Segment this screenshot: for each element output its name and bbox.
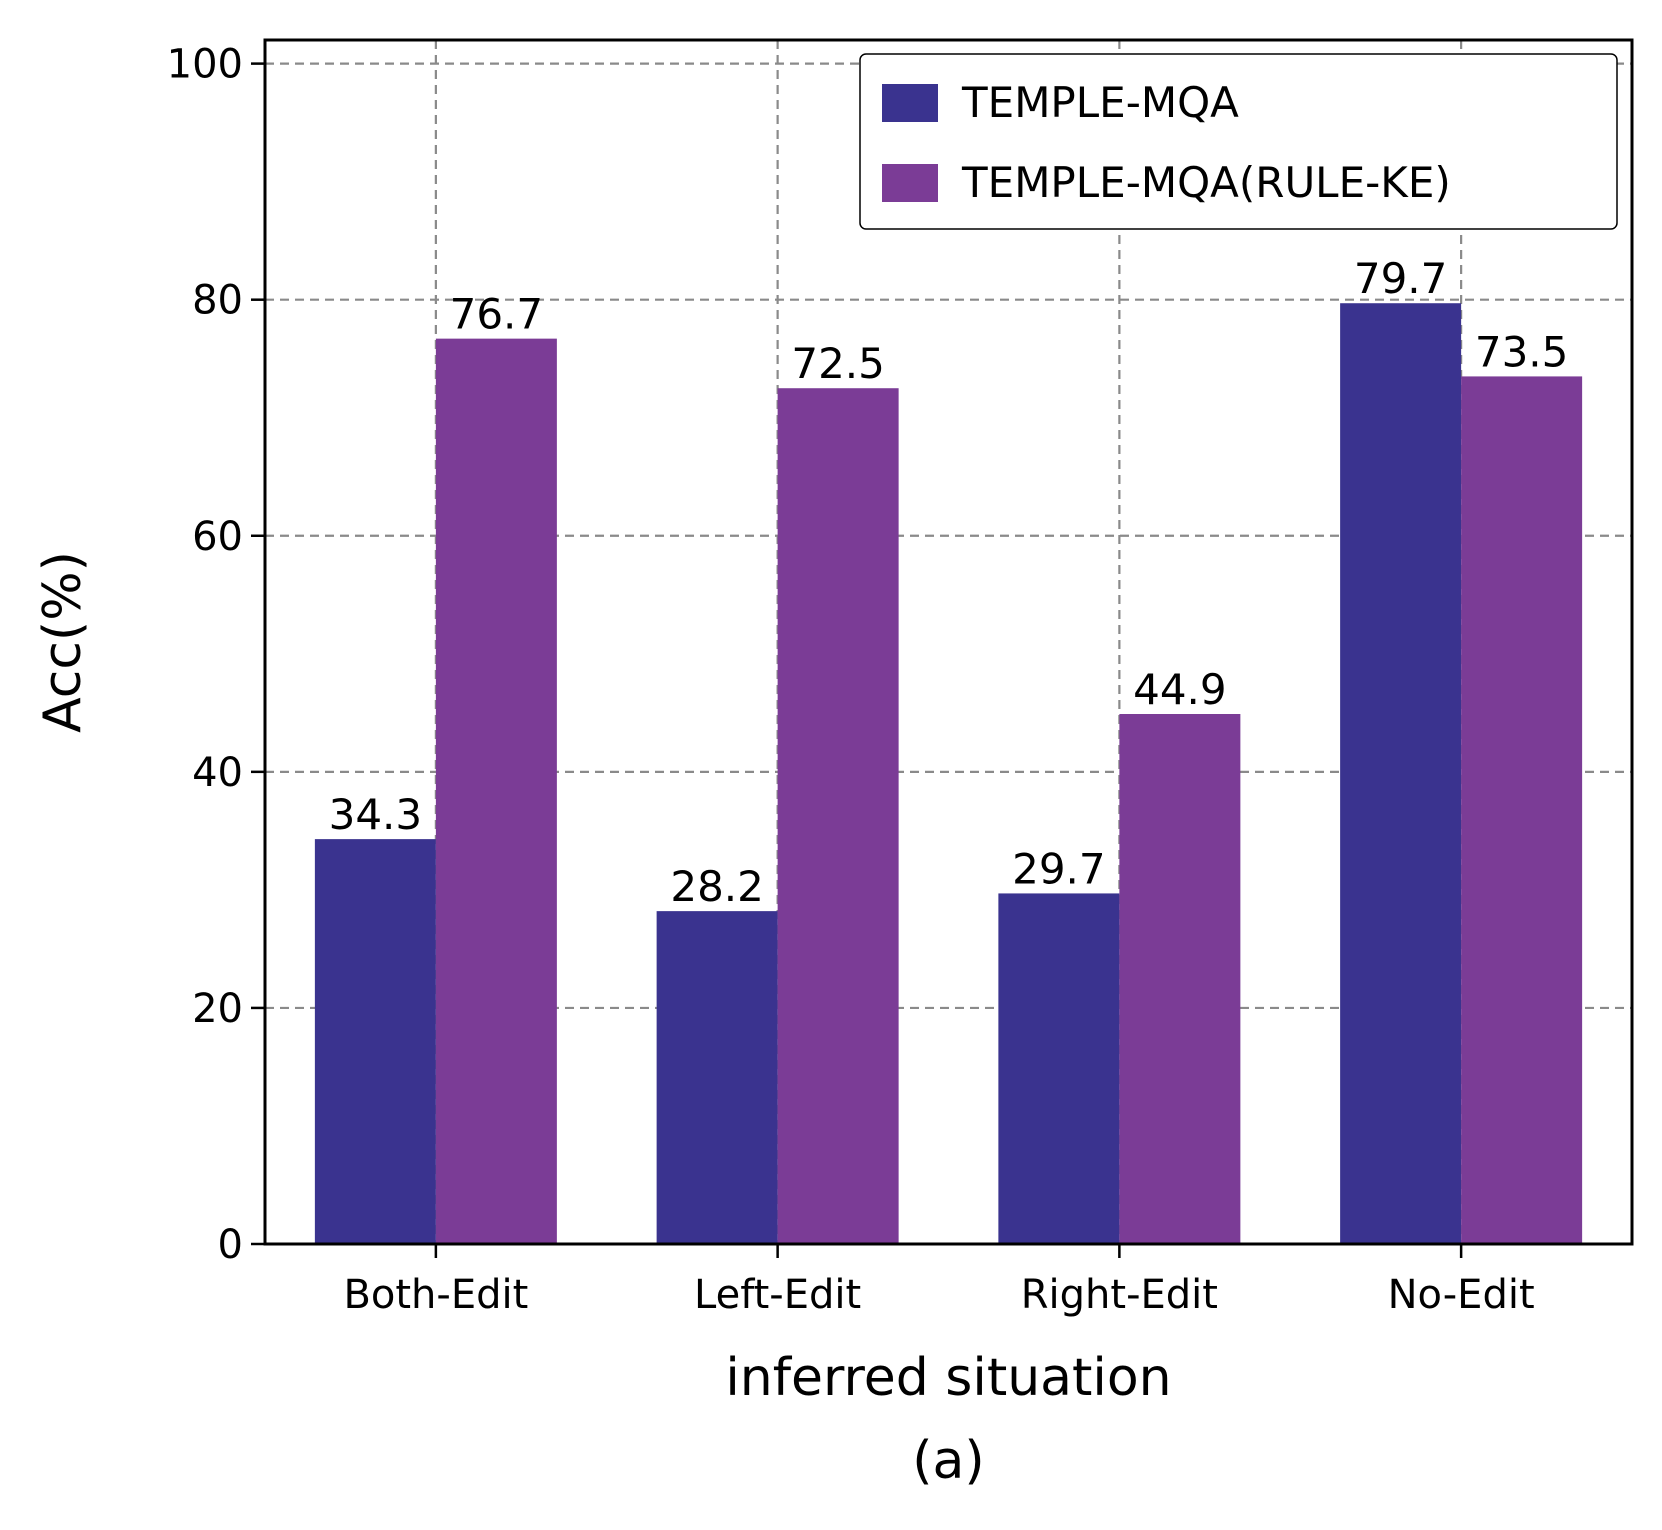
x-tick-label: Both-Edit (343, 1272, 528, 1318)
bar-value-label: 72.5 (791, 339, 885, 388)
bar (1340, 303, 1462, 1245)
legend: TEMPLE-MQA TEMPLE-MQA(RULE-KE) (859, 53, 1618, 230)
x-tick-label: Left-Edit (694, 1272, 861, 1318)
y-axis-title: Acc(%) (33, 551, 93, 733)
y-tick-label: 40 (192, 750, 243, 796)
y-tick-label: 0 (218, 1222, 243, 1268)
bar (656, 911, 778, 1244)
y-axis: 0 20 40 60 80 100 (167, 42, 265, 1268)
x-axis: Both-Edit Left-Edit Right-Edit No-Edit (343, 1244, 1535, 1318)
bar-labels-layer: 34.3 76.7 28.2 72.5 29.7 44.9 79.7 73.5 (329, 254, 1569, 911)
x-axis-title: inferred situation (725, 1348, 1171, 1408)
y-tick-label: 60 (192, 514, 243, 560)
bars-layer (314, 303, 1583, 1245)
x-tick-label: Right-Edit (1021, 1272, 1218, 1318)
x-tick-label: No-Edit (1388, 1272, 1535, 1318)
bar-value-label: 28.2 (670, 862, 764, 911)
bar-value-label: 76.7 (450, 290, 544, 339)
bar (314, 839, 436, 1244)
legend-label-temple-mqa-rule-ke: TEMPLE-MQA(RULE-KE) (961, 158, 1451, 207)
legend-label-temple-mqa: TEMPLE-MQA (961, 78, 1239, 127)
bar (998, 893, 1120, 1244)
bar (1461, 376, 1583, 1245)
bar (777, 388, 899, 1244)
legend-box (859, 53, 1618, 230)
bar-value-label: 79.7 (1354, 254, 1448, 303)
bar-value-label: 44.9 (1133, 665, 1227, 714)
legend-swatch-temple-mqa (882, 84, 938, 122)
figure-caption: (a) (912, 1431, 984, 1491)
y-tick-label: 100 (167, 42, 243, 88)
bar-value-label: 34.3 (329, 790, 423, 839)
bar (1119, 714, 1241, 1244)
y-tick-label: 80 (192, 278, 243, 324)
bar (435, 338, 557, 1244)
bar-value-label: 73.5 (1475, 327, 1569, 376)
y-tick-label: 20 (192, 986, 243, 1032)
legend-swatch-temple-mqa-rule-ke (882, 164, 938, 202)
bar-value-label: 29.7 (1012, 844, 1106, 893)
plot-frame (263, 38, 1634, 1246)
